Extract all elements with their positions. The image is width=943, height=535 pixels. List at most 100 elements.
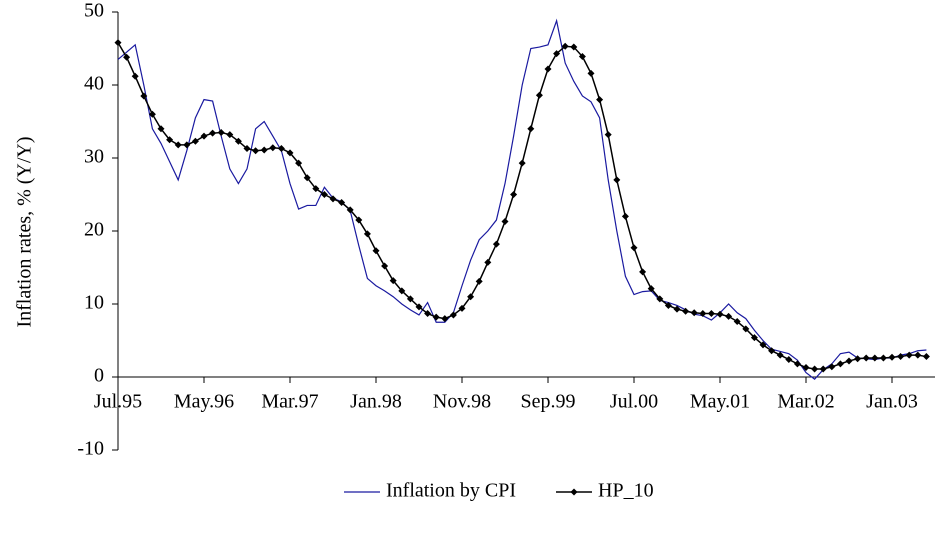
point-marker: [776, 351, 784, 359]
point-marker: [725, 312, 733, 320]
point-marker: [277, 145, 285, 153]
point-marker: [389, 277, 397, 285]
point-marker: [406, 295, 414, 303]
y-tick-label: -10: [77, 438, 104, 460]
point-marker: [914, 351, 922, 359]
point-marker: [871, 354, 879, 362]
point-marker: [338, 199, 346, 207]
point-marker: [811, 365, 819, 373]
point-marker: [303, 174, 311, 182]
point-marker: [604, 131, 612, 139]
point-marker: [398, 287, 406, 295]
point-marker: [467, 293, 475, 301]
y-tick-label: 20: [84, 219, 104, 241]
x-tick-label: Jul.95: [94, 391, 142, 413]
legend-label: HP_10: [598, 480, 654, 502]
point-marker: [355, 216, 363, 224]
point-marker: [785, 355, 793, 363]
point-marker: [518, 159, 526, 167]
point-marker: [879, 354, 887, 362]
point-marker: [828, 363, 836, 371]
point-marker: [148, 110, 156, 118]
point-marker: [630, 244, 638, 252]
point-marker: [226, 131, 234, 139]
point-marker: [613, 176, 621, 184]
point-marker: [501, 218, 509, 226]
point-marker: [819, 365, 827, 373]
point-marker: [793, 360, 801, 368]
point-marker: [381, 262, 389, 270]
point-marker: [862, 354, 870, 362]
point-marker: [759, 341, 767, 349]
point-marker: [656, 295, 664, 303]
point-marker: [742, 325, 750, 333]
point-marker: [854, 355, 862, 363]
point-marker: [209, 129, 217, 137]
point-marker: [183, 141, 191, 149]
point-marker: [157, 125, 165, 133]
y-tick-label: 40: [84, 73, 104, 95]
point-marker: [845, 357, 853, 365]
point-marker: [295, 159, 303, 167]
point-marker: [553, 50, 561, 58]
point-marker: [510, 191, 518, 198]
point-marker: [544, 65, 552, 73]
point-marker: [768, 347, 776, 355]
point-marker: [639, 268, 647, 276]
point-marker: [441, 315, 449, 323]
point-marker: [191, 137, 199, 145]
x-tick-label: Jan.98: [350, 391, 402, 413]
point-marker: [682, 307, 690, 315]
point-marker: [131, 72, 139, 80]
point-marker: [166, 136, 174, 144]
point-marker: [174, 141, 182, 149]
point-marker: [647, 285, 655, 293]
point-marker: [252, 147, 260, 155]
point-marker: [733, 318, 741, 326]
point-marker: [922, 353, 930, 361]
x-tick-label: Sep.99: [521, 391, 576, 413]
point-marker: [484, 258, 492, 266]
point-marker: [750, 334, 758, 342]
point-marker: [578, 53, 586, 61]
y-tick-label: 50: [84, 0, 104, 22]
point-marker: [269, 144, 277, 152]
point-marker: [905, 351, 913, 359]
point-marker: [329, 195, 337, 203]
x-tick-label: Nov.98: [433, 391, 491, 413]
point-marker: [716, 310, 724, 318]
point-marker: [372, 247, 380, 255]
point-marker: [458, 304, 466, 312]
x-tick-label: May.96: [174, 391, 234, 413]
point-marker: [123, 53, 131, 61]
point-marker: [140, 92, 148, 100]
point-marker: [424, 309, 432, 317]
point-marker: [561, 42, 569, 50]
point-marker: [535, 91, 543, 99]
point-marker: [699, 309, 707, 317]
point-marker: [888, 353, 896, 361]
point-marker: [320, 191, 328, 198]
point-marker: [346, 206, 354, 214]
y-tick-label: 30: [84, 146, 104, 168]
point-marker: [836, 360, 844, 368]
point-marker: [707, 309, 715, 317]
x-tick-label: Mar.97: [261, 391, 318, 413]
point-marker: [243, 145, 251, 153]
point-marker: [664, 301, 672, 309]
x-tick-label: Jan.03: [866, 391, 918, 413]
point-marker: [673, 305, 681, 313]
legend-label: Inflation by CPI: [386, 480, 516, 502]
point-marker: [492, 240, 500, 248]
point-marker: [200, 132, 208, 140]
point-marker: [527, 125, 535, 133]
point-marker: [596, 96, 604, 104]
point-marker: [802, 364, 810, 372]
y-axis-label: Inflation rates, % (Y/Y): [14, 136, 36, 327]
x-tick-label: May.01: [690, 391, 750, 413]
point-marker: [621, 212, 629, 220]
series-line: [117, 42, 927, 370]
point-marker: [475, 277, 483, 285]
point-marker: [363, 230, 371, 238]
